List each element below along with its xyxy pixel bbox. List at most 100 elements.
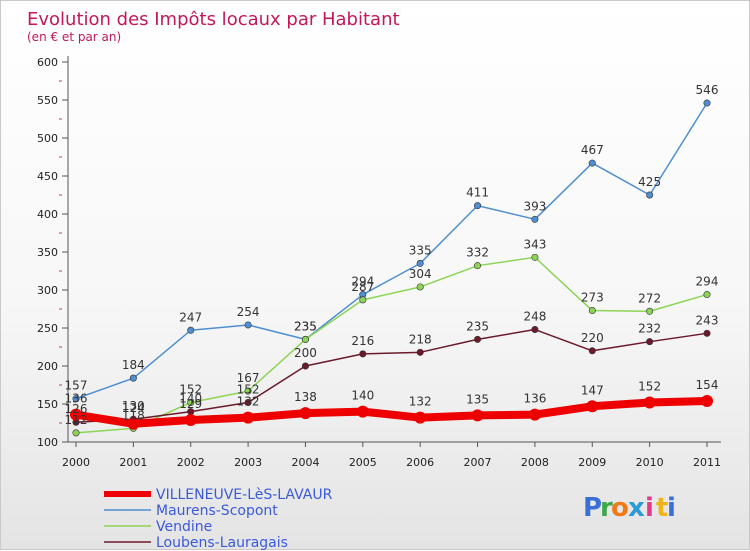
data-label: 138 <box>294 390 317 404</box>
chart-subtitle: (en € et par an) <box>27 30 121 44</box>
brand-letter: t <box>656 493 668 523</box>
data-label: 273 <box>581 291 604 305</box>
data-point <box>72 395 80 403</box>
data-point <box>301 362 309 370</box>
data-label: 467 <box>581 143 604 157</box>
data-point <box>703 99 711 107</box>
data-label: 294 <box>696 275 719 289</box>
data-label: 167 <box>237 371 260 385</box>
legend-label-maurens: Maurens-Scopont <box>156 503 278 519</box>
brand-logo: Pro x i ti <box>583 493 676 523</box>
axes <box>67 56 721 443</box>
data-point <box>416 283 424 291</box>
data-label: 124 <box>122 401 145 415</box>
chart-title: Evolution des Impôts locaux par Habitant <box>27 9 400 30</box>
data-label: 136 <box>523 392 546 406</box>
y-tick-label: 550 <box>37 94 58 107</box>
y-ticks: 100 150 200 250 300 350 400 450 500 550 600 <box>37 56 68 449</box>
data-point <box>531 326 539 334</box>
legend-label-villeneuve: VILLENEUVE-LèS-LAVAUR <box>156 487 333 503</box>
data-point <box>588 159 596 167</box>
data-label: 112 <box>65 413 88 427</box>
data-point <box>646 191 654 199</box>
data-label: 243 <box>696 313 719 327</box>
y-tick-label: 300 <box>37 284 58 297</box>
data-label: 220 <box>581 331 604 345</box>
x-tick-label: 2011 <box>693 456 721 469</box>
brand-letter: P <box>583 493 602 523</box>
x-tick-label: 2004 <box>291 456 319 469</box>
data-point <box>356 405 369 418</box>
series-line <box>72 396 711 428</box>
data-label: 118 <box>122 408 145 422</box>
x-tick-label: 2009 <box>578 456 606 469</box>
data-label: 235 <box>294 319 317 333</box>
data-point <box>244 398 252 406</box>
data-label: 254 <box>237 305 260 319</box>
data-label: 232 <box>638 322 661 336</box>
data-point <box>588 347 596 355</box>
data-label: 546 <box>696 83 719 97</box>
data-label: 335 <box>409 243 432 257</box>
x-tick-label: 2000 <box>62 456 90 469</box>
data-point <box>299 407 312 420</box>
y-tick-label: 350 <box>37 246 58 259</box>
data-label: 235 <box>294 319 317 333</box>
series-line <box>75 102 708 400</box>
data-label: 154 <box>696 378 719 392</box>
data-label: 157 <box>65 379 88 393</box>
data-label: 332 <box>466 246 489 260</box>
data-point <box>703 291 711 299</box>
data-point <box>187 326 195 334</box>
data-label: 425 <box>638 175 661 189</box>
data-label: 200 <box>294 346 317 360</box>
data-label: 136 <box>65 392 88 406</box>
y-tick-label: 100 <box>37 436 58 449</box>
data-label: 132 <box>409 395 432 409</box>
brand-letter: o <box>611 493 629 523</box>
data-point <box>72 429 80 437</box>
data-label: 135 <box>466 392 489 406</box>
data-point <box>244 321 252 329</box>
data-label: 129 <box>179 397 202 411</box>
legend-label-loubens: Loubens-Lauragais <box>156 535 288 551</box>
data-point <box>359 296 367 304</box>
data-label: 152 <box>237 382 260 396</box>
legend-label-vendine: Vendine <box>156 519 212 535</box>
y-tick-label: 450 <box>37 170 58 183</box>
x-tick-label: 2006 <box>406 456 434 469</box>
x-ticks: 2000 2001 2002 2003 2004 2005 2006 2007 2008 2009… <box>62 442 721 469</box>
data-point <box>301 335 309 343</box>
data-point <box>359 350 367 358</box>
data-label: 152 <box>179 382 202 396</box>
data-point <box>528 408 541 421</box>
data-label: 272 <box>638 291 661 305</box>
data-point <box>646 307 654 315</box>
y-tick-label: 200 <box>37 360 58 373</box>
brand-letter: x <box>628 493 645 523</box>
y-tick-label: 400 <box>37 208 58 221</box>
data-point <box>474 262 482 270</box>
data-label: 184 <box>122 358 145 372</box>
data-label: 287 <box>351 280 374 294</box>
y-tick-label: 500 <box>37 132 58 145</box>
legend: VILLENEUVE-LèS-LAVAUR Maurens-Scopont Ve… <box>104 487 333 551</box>
series-line <box>75 256 708 434</box>
x-tick-label: 2005 <box>349 456 377 469</box>
brand-letter: i <box>645 493 654 523</box>
data-point <box>184 413 197 426</box>
series-line <box>75 328 708 423</box>
data-point <box>531 253 539 261</box>
x-tick-label: 2007 <box>464 456 492 469</box>
y-tick-label: 250 <box>37 322 58 335</box>
data-point <box>70 408 82 421</box>
data-point <box>129 374 137 382</box>
x-tick-label: 2003 <box>234 456 262 469</box>
data-point <box>471 409 484 422</box>
data-point <box>531 215 539 223</box>
x-tick-label: 2002 <box>177 456 205 469</box>
data-point <box>586 400 599 413</box>
data-point <box>244 387 252 395</box>
